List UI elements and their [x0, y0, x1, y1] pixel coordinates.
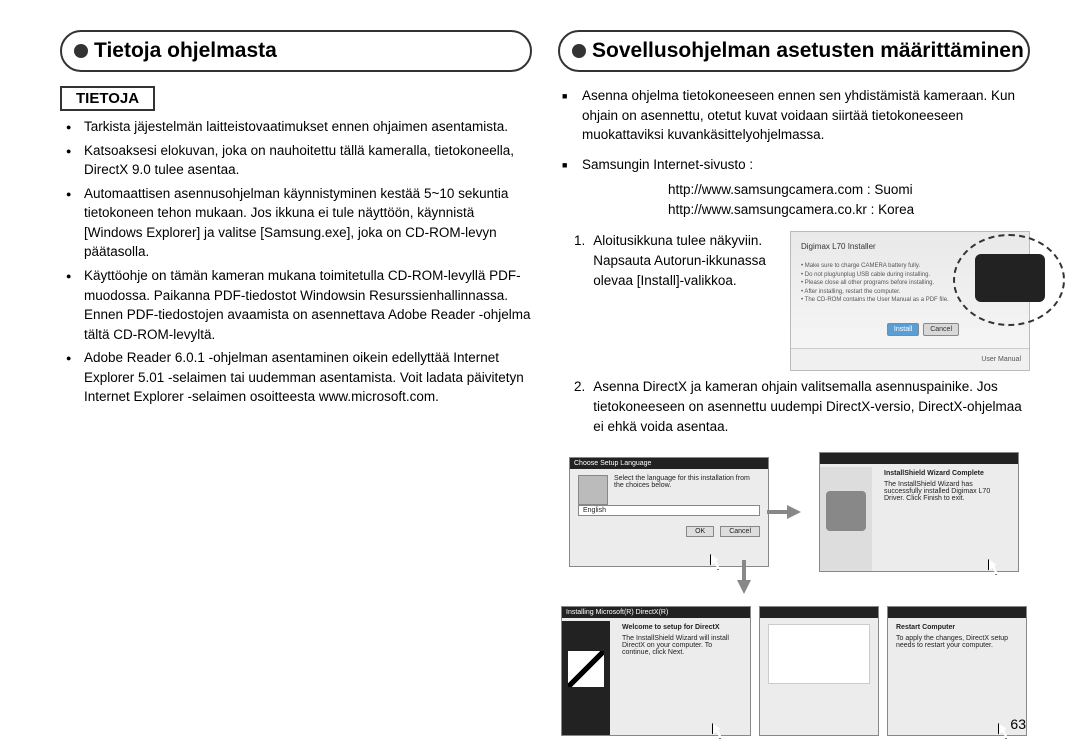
list-item: Katsoaksesi elokuvan, joka on nauhoitett…: [80, 141, 532, 180]
intro-list: Asenna ohjelma tietokoneeseen ennen sen …: [558, 86, 1030, 184]
welcome-msg: The InstallShield Wizard will install Di…: [622, 635, 742, 656]
cancel-button[interactable]: Cancel: [720, 526, 760, 537]
ok-button[interactable]: OK: [686, 526, 714, 537]
step-1: 1. Aloitusikkuna tulee näkyviin. Napsaut…: [558, 231, 780, 290]
right-title: Sovellusohjelman asetusten määrittäminen: [592, 39, 1024, 63]
restart-title: Restart Computer: [896, 624, 1018, 631]
intro-item: Asenna ohjelma tietokoneeseen ennen sen …: [578, 86, 1030, 145]
wiz-msg: The InstallShield Wizard has successfull…: [884, 481, 1010, 502]
wizard-complete-dialog: InstallShield Wizard Complete The Instal…: [819, 452, 1019, 572]
directx-side-graphic: [562, 621, 610, 735]
install-button[interactable]: Install: [887, 323, 919, 336]
left-title: Tietoja ohjelmasta: [94, 39, 277, 63]
restart-msg: To apply the changes, DirectX setup need…: [896, 635, 1018, 649]
intro-item: Samsungin Internet-sivusto :: [578, 155, 1030, 175]
language-dialog: Choose Setup Language Select the languag…: [569, 457, 769, 567]
url-line: http://www.samsungcamera.co.kr : Korea: [668, 200, 1030, 220]
cursor-icon: [710, 554, 724, 570]
installer-footer: User Manual: [791, 348, 1029, 370]
list-item: Tarkista jäjestelmän laitteistovaatimuks…: [80, 117, 532, 137]
url-line: http://www.samsungcamera.com : Suomi: [668, 180, 1030, 200]
step-2-text: Asenna DirectX ja kameran ohjain valitse…: [593, 377, 1030, 436]
wiz-title: InstallShield Wizard Complete: [884, 470, 1010, 477]
url-block: http://www.samsungcamera.com : Suomi htt…: [558, 180, 1030, 219]
arrow-down-icon: [737, 580, 751, 594]
lang-title: Choose Setup Language: [570, 458, 768, 469]
camera-icon: [975, 254, 1045, 302]
diagram-row-1: Choose Setup Language Select the languag…: [558, 452, 1030, 572]
directx-welcome-dialog: Installing Microsoft(R) DirectX(R) Welco…: [561, 606, 751, 736]
restart-dialog: Restart Computer To apply the changes, D…: [887, 606, 1027, 736]
right-title-bar: Sovellusohjelman asetusten määrittäminen: [558, 30, 1030, 72]
page-number: 63: [1010, 716, 1026, 732]
tietoja-label: TIETOJA: [60, 86, 155, 111]
list-item: Adobe Reader 6.0.1 -ohjelman asentaminen…: [80, 348, 532, 407]
installer-header: Digimax L70 Installer: [801, 242, 876, 251]
step-1-text: Aloitusikkuna tulee näkyviin. Napsauta A…: [593, 231, 780, 290]
diagram-row-2: Installing Microsoft(R) DirectX(R) Welco…: [558, 606, 1030, 736]
installer-screenshot: Digimax L70 Installer • Make sure to cha…: [790, 231, 1030, 371]
cursor-icon: [712, 723, 726, 739]
list-item: Automaattisen asennusohjelman käynnistym…: [80, 184, 532, 262]
step-1-num: 1.: [558, 231, 585, 290]
cancel-button[interactable]: Cancel: [923, 323, 959, 336]
step-2-num: 2.: [558, 377, 585, 436]
left-title-bar: Tietoja ohjelmasta: [60, 30, 532, 72]
directx-mid-dialog: [759, 606, 879, 736]
left-column: Tietoja ohjelmasta TIETOJA Tarkista jäje…: [60, 30, 532, 746]
lang-select[interactable]: English: [578, 505, 760, 516]
right-column: Sovellusohjelman asetusten määrittäminen…: [558, 30, 1030, 746]
globe-icon: [578, 475, 608, 505]
welcome-h: Welcome to setup for DirectX: [622, 624, 742, 631]
list-item: Käyttöohje on tämän kameran mukana toimi…: [80, 266, 532, 344]
installer-lines: • Make sure to charge CAMERA battery ful…: [801, 262, 959, 304]
step-2: 2. Asenna DirectX ja kameran ohjain vali…: [558, 377, 1030, 436]
tietoja-list: Tarkista jäjestelmän laitteistovaatimuks…: [60, 117, 532, 411]
welcome-title: Installing Microsoft(R) DirectX(R): [562, 607, 750, 618]
wizard-side-graphic: [820, 467, 872, 571]
arrow-right-icon: [787, 505, 801, 519]
